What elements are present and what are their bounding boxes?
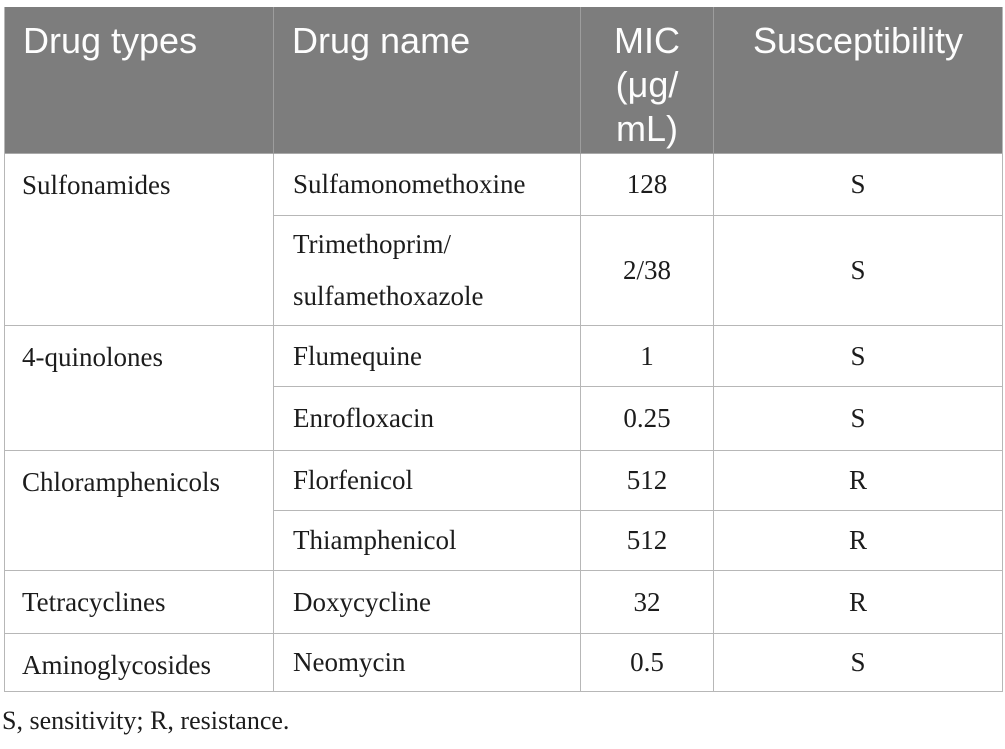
- mic-value-cell: 32: [580, 569, 714, 634]
- mic-value-cell: 512: [580, 509, 714, 571]
- drug-name-cell: Flumequine: [273, 324, 581, 387]
- table-row: Trimethoprim/ sulfamethoxazole 2/38 S: [5, 214, 1003, 326]
- column-header-drug-types: Drug types: [4, 7, 274, 153]
- susceptibility-cell: S: [713, 214, 1003, 326]
- table-row: Tetracyclines Doxycycline 32 R: [4, 569, 1003, 634]
- drug-name-cell: Doxycycline: [273, 569, 581, 634]
- drug-name-cell: Thiamphenicol: [273, 509, 581, 571]
- drug-name-cell: Neomycin: [273, 632, 581, 692]
- table-footnote: S, sensitivity; R, resistance.: [2, 706, 290, 735]
- mic-value-cell: 128: [580, 152, 714, 216]
- drug-type-cell: Tetracyclines: [4, 569, 274, 634]
- antibiotic-susceptibility-table: Drug types Drug name MIC (μg/ mL) Suscep…: [4, 7, 1003, 692]
- column-header-mic: MIC (μg/ mL): [580, 7, 714, 153]
- column-header-susceptibility: Susceptibility: [713, 7, 1003, 153]
- table-row: Sulfonamides Sulfamonomethoxine 128 S: [4, 152, 1003, 326]
- susceptibility-cell: R: [713, 449, 1003, 511]
- drug-type-cell: 4-quinolones: [4, 324, 274, 451]
- drug-name-cell: Florfenicol: [273, 449, 581, 511]
- drug-name-cell: Sulfamonomethoxine: [273, 152, 581, 216]
- mic-value-cell: 0.25: [580, 385, 714, 451]
- drug-type-cell: Aminoglycosides: [4, 632, 274, 692]
- drug-type-cell: Sulfonamides: [4, 152, 274, 326]
- susceptibility-cell: S: [713, 152, 1003, 216]
- table-row: Thiamphenicol 512 R: [5, 509, 1003, 571]
- drug-name-cell: Trimethoprim/ sulfamethoxazole: [273, 214, 581, 326]
- drug-name-cell: Enrofloxacin: [273, 385, 581, 451]
- mic-value-cell: 0.5: [580, 632, 714, 692]
- table-header-row: Drug types Drug name MIC (μg/ mL) Suscep…: [4, 7, 1003, 153]
- mic-value-cell: 2/38: [580, 214, 714, 326]
- susceptibility-cell: R: [713, 509, 1003, 571]
- table-row: 4-quinolones Flumequine 1 S: [4, 324, 1003, 451]
- table-row: Enrofloxacin 0.25 S: [5, 385, 1003, 451]
- column-header-drug-name: Drug name: [273, 7, 581, 153]
- susceptibility-cell: S: [713, 632, 1003, 692]
- table-row: Chloramphenicols Florfenicol 512 R: [4, 449, 1003, 571]
- mic-value-cell: 512: [580, 449, 714, 511]
- mic-value-cell: 1: [580, 324, 714, 387]
- table-row: Aminoglycosides Neomycin 0.5 S: [4, 632, 1003, 692]
- susceptibility-cell: S: [713, 385, 1003, 451]
- drug-type-cell: Chloramphenicols: [4, 449, 274, 571]
- susceptibility-cell: R: [713, 569, 1003, 634]
- susceptibility-cell: S: [713, 324, 1003, 387]
